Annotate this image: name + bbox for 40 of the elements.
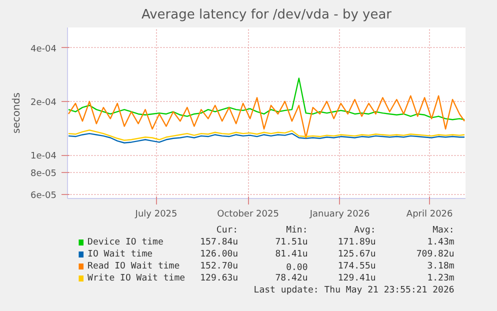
- text: Cur:: [216, 226, 238, 236]
- text: 171.89u: [338, 238, 376, 248]
- legend-label: Write IO Wait time: [88, 274, 186, 284]
- x-tick-label: July 2025: [134, 210, 178, 220]
- y-tick-label: 8e-05: [30, 168, 57, 179]
- line-series: [68, 130, 466, 141]
- y-tick-label: 4e-04: [30, 44, 57, 54]
- y-tick-label: 6e-05: [30, 191, 57, 202]
- text: 71.51u: [275, 238, 308, 248]
- x-tick-label: January 2026: [308, 210, 370, 220]
- text: 1.43m: [427, 238, 454, 248]
- text: 0.00: [286, 263, 308, 273]
- text: 129.63u: [200, 274, 238, 284]
- y-tick-label: 1e-04: [30, 152, 57, 162]
- chart-title: Average latency for /dev/vda - by year: [141, 8, 392, 22]
- text: 126.00u: [200, 250, 238, 260]
- text: 709.82u: [416, 250, 454, 260]
- text: 125.67u: [338, 250, 376, 260]
- text: 129.41u: [338, 274, 376, 284]
- text: Min:: [286, 226, 308, 236]
- text: 152.70u: [200, 262, 238, 272]
- text: 1.23m: [427, 274, 454, 284]
- x-tick-label: October 2025: [217, 210, 279, 220]
- text: 81.41u: [275, 250, 308, 260]
- line-series: [68, 95, 466, 138]
- y-tick-label: 2e-04: [30, 98, 57, 108]
- text: 3.18m: [427, 262, 454, 272]
- x-tick-label: April 2026: [406, 210, 454, 220]
- legend-label: IO Wait time: [88, 250, 153, 260]
- legend-label: Device IO time: [88, 238, 164, 248]
- line-series: [68, 78, 466, 120]
- line-series: [68, 132, 466, 144]
- legend-label: Read IO Wait time: [88, 262, 180, 272]
- text: 157.84u: [200, 238, 238, 248]
- text: 78.42u: [275, 274, 308, 284]
- text: Max:: [432, 226, 454, 236]
- text: Last update: Thu May 21 23:55:21 2026: [254, 286, 454, 296]
- y-axis-title: seconds: [12, 92, 23, 134]
- text: 174.55u: [338, 262, 376, 272]
- text: Avg:: [354, 226, 376, 236]
